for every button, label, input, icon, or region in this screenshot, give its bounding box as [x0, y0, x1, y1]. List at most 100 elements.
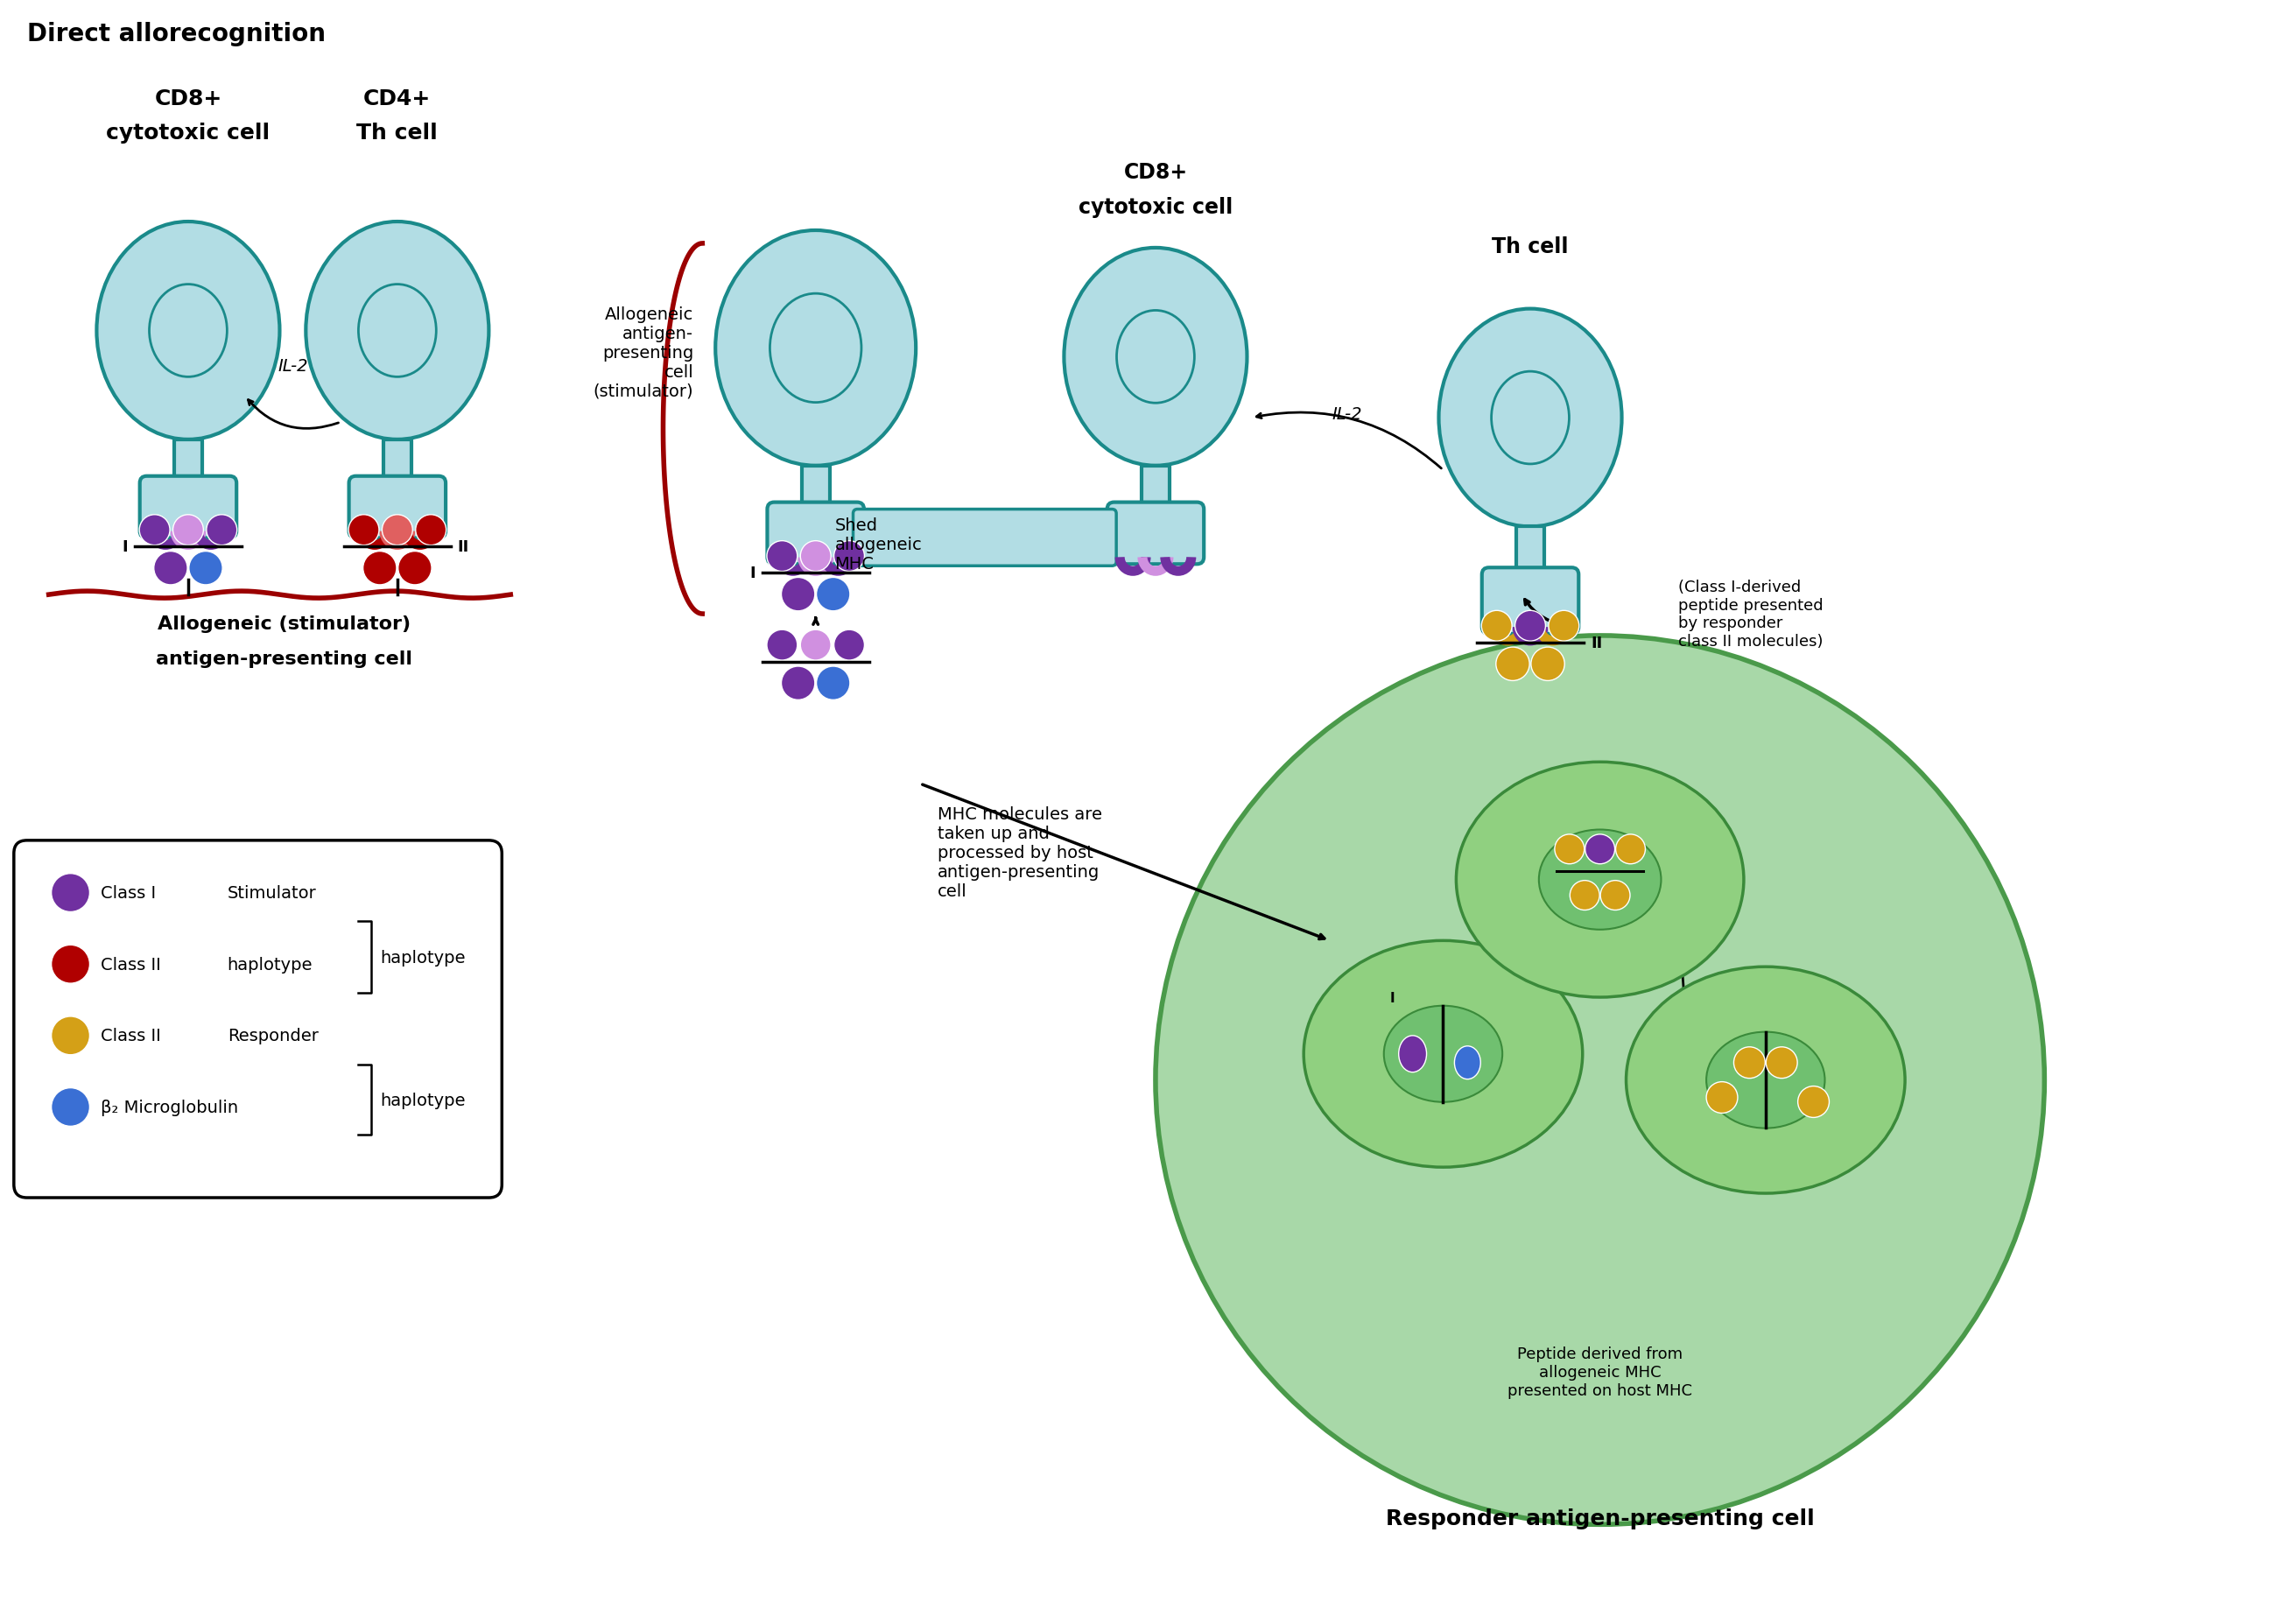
Circle shape [1601, 880, 1631, 911]
Circle shape [1615, 835, 1645, 864]
Bar [802, 466, 829, 510]
Circle shape [767, 630, 797, 661]
Text: CD8+: CD8+ [153, 88, 222, 109]
Ellipse shape [1400, 1036, 1427, 1072]
Circle shape [153, 552, 188, 585]
FancyBboxPatch shape [14, 841, 502, 1199]
Circle shape [1482, 611, 1512, 641]
Circle shape [834, 541, 864, 572]
Circle shape [50, 1088, 89, 1127]
Circle shape [348, 515, 378, 546]
Text: haplotype: haplotype [380, 948, 465, 966]
Text: Class I: Class I [101, 885, 156, 901]
Text: cytotoxic cell: cytotoxic cell [1079, 197, 1233, 218]
Circle shape [1766, 1047, 1798, 1078]
Ellipse shape [715, 231, 916, 466]
Ellipse shape [1707, 1033, 1826, 1129]
Text: β₂ Microglobulin: β₂ Microglobulin [101, 1099, 238, 1116]
Text: Class II: Class II [101, 957, 160, 973]
Circle shape [800, 541, 832, 572]
Circle shape [781, 667, 816, 700]
Circle shape [1798, 1086, 1828, 1117]
Circle shape [767, 541, 797, 572]
Ellipse shape [96, 222, 280, 440]
Ellipse shape [1457, 762, 1743, 997]
Circle shape [415, 515, 447, 546]
Text: Shed
allogeneic
MHC: Shed allogeneic MHC [834, 516, 923, 572]
Text: cytotoxic cell: cytotoxic cell [105, 123, 270, 145]
Circle shape [399, 552, 431, 585]
Text: haplotype: haplotype [380, 1091, 465, 1109]
Circle shape [816, 578, 850, 611]
Ellipse shape [1384, 1005, 1503, 1103]
Circle shape [1569, 880, 1599, 911]
Text: Stimulator: Stimulator [227, 885, 316, 901]
Text: CD4+: CD4+ [364, 88, 431, 109]
FancyBboxPatch shape [852, 510, 1116, 567]
Bar [174, 440, 202, 484]
Circle shape [362, 552, 396, 585]
Ellipse shape [305, 222, 488, 440]
Text: Class II: Class II [101, 1028, 160, 1044]
Text: haplotype: haplotype [227, 957, 314, 973]
FancyBboxPatch shape [140, 476, 236, 539]
Circle shape [140, 515, 170, 546]
Circle shape [172, 515, 204, 546]
Circle shape [1514, 611, 1546, 641]
Text: I: I [121, 539, 128, 555]
Circle shape [781, 578, 816, 611]
Circle shape [1155, 637, 2044, 1525]
FancyBboxPatch shape [1482, 568, 1578, 635]
Circle shape [1530, 648, 1565, 680]
Bar [1141, 466, 1168, 510]
Ellipse shape [770, 294, 861, 403]
Text: Responder antigen-presenting cell: Responder antigen-presenting cell [1386, 1509, 1814, 1528]
Ellipse shape [1455, 1046, 1480, 1080]
Circle shape [800, 630, 832, 661]
Ellipse shape [1439, 310, 1622, 528]
Text: I: I [1391, 991, 1395, 1004]
Circle shape [834, 630, 864, 661]
Circle shape [50, 945, 89, 984]
Circle shape [383, 515, 412, 546]
FancyBboxPatch shape [348, 476, 447, 539]
Text: antigen-presenting cell: antigen-presenting cell [156, 650, 412, 667]
Ellipse shape [1491, 372, 1569, 464]
Ellipse shape [1063, 248, 1246, 466]
Text: CD8+: CD8+ [1123, 162, 1187, 184]
Circle shape [1496, 648, 1530, 680]
Circle shape [50, 1017, 89, 1056]
Text: IL-2: IL-2 [277, 359, 307, 375]
Circle shape [1549, 611, 1578, 641]
Circle shape [50, 874, 89, 913]
Ellipse shape [1116, 312, 1194, 404]
Text: Peptide derived from
allogeneic MHC
presented on host MHC: Peptide derived from allogeneic MHC pres… [1507, 1346, 1693, 1398]
Bar [1517, 528, 1544, 575]
FancyBboxPatch shape [767, 503, 864, 565]
Circle shape [188, 552, 222, 585]
Text: Allogeneic (stimulator): Allogeneic (stimulator) [158, 615, 410, 633]
Text: I: I [749, 565, 756, 581]
Ellipse shape [1540, 830, 1661, 931]
Text: (Class I-derived
peptide presented
by responder
class II molecules): (Class I-derived peptide presented by re… [1679, 580, 1824, 650]
Text: Th cell: Th cell [1491, 235, 1569, 257]
Text: Allogeneic
antigen-
presenting
cell
(stimulator): Allogeneic antigen- presenting cell (sti… [593, 307, 694, 400]
Text: Responder: Responder [227, 1028, 318, 1044]
Text: II: II [458, 539, 470, 555]
Ellipse shape [357, 284, 435, 377]
Text: II: II [1590, 635, 1601, 651]
Circle shape [1707, 1082, 1737, 1114]
Text: MHC molecules are
taken up and
processed by host
antigen-presenting
cell: MHC molecules are taken up and processed… [937, 806, 1102, 900]
Circle shape [1585, 835, 1615, 864]
Text: Direct allorecognition: Direct allorecognition [27, 23, 325, 47]
FancyBboxPatch shape [1107, 503, 1203, 565]
Ellipse shape [1304, 940, 1583, 1168]
Ellipse shape [1627, 966, 1906, 1194]
Text: Th cell: Th cell [357, 123, 438, 145]
Circle shape [1734, 1047, 1764, 1078]
Ellipse shape [149, 284, 227, 377]
Circle shape [1556, 835, 1585, 864]
Circle shape [206, 515, 236, 546]
Text: IL-2: IL-2 [1331, 406, 1363, 422]
Circle shape [816, 667, 850, 700]
